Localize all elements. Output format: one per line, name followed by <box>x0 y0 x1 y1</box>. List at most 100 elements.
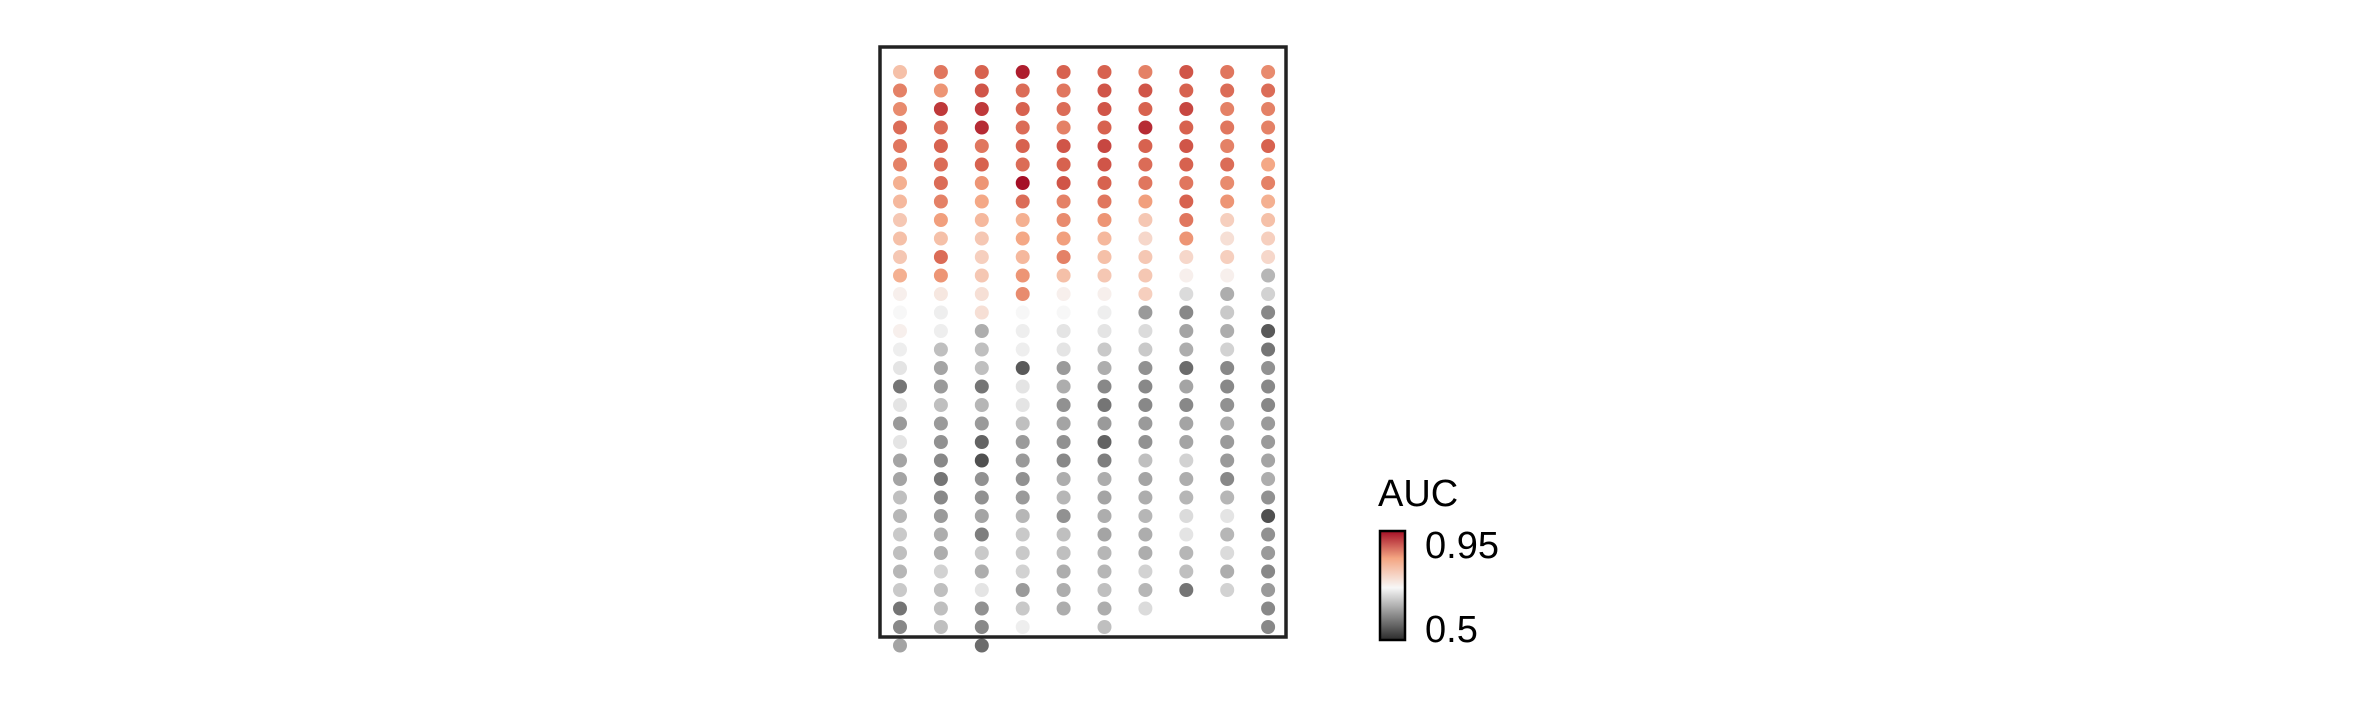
auc-dot <box>1138 120 1153 135</box>
auc-dot <box>933 620 948 634</box>
auc-dot <box>974 546 989 560</box>
auc-dot <box>1220 305 1235 320</box>
auc-dot <box>1056 268 1071 283</box>
auc-dot <box>1097 620 1112 634</box>
auc-dot <box>933 120 948 135</box>
auc-dot <box>1015 176 1030 190</box>
auc-dot <box>1138 268 1153 283</box>
auc-dot <box>1220 546 1235 560</box>
auc-dot <box>974 157 989 172</box>
auc-dot <box>1261 268 1276 283</box>
auc-dot <box>1179 102 1194 116</box>
auc-dot <box>1015 490 1030 505</box>
auc-dot <box>1261 620 1276 634</box>
auc-dot <box>1220 65 1235 79</box>
auc-dot <box>1056 324 1071 338</box>
auc-dot <box>1179 546 1194 560</box>
auc-dot <box>1220 324 1235 338</box>
auc-dot <box>933 194 948 209</box>
auc-dot <box>1220 490 1235 505</box>
auc-dot <box>1138 176 1153 190</box>
auc-dot <box>1097 361 1112 375</box>
auc-dot <box>893 490 907 505</box>
auc-dot <box>1138 472 1153 486</box>
auc-dot <box>1015 546 1030 560</box>
auc-dot <box>893 120 907 135</box>
auc-dot <box>1261 83 1276 98</box>
auc-dot <box>1261 435 1276 449</box>
auc-dot <box>1179 287 1194 301</box>
auc-dot <box>893 620 907 634</box>
auc-dot <box>1097 268 1112 283</box>
auc-dot <box>933 176 948 190</box>
auc-dot <box>1097 601 1112 616</box>
auc-dot <box>1015 305 1030 320</box>
auc-dot <box>1097 176 1112 190</box>
auc-dot <box>893 361 907 375</box>
auc-dot <box>1015 583 1030 597</box>
auc-dot <box>933 416 948 431</box>
auc-dot <box>893 268 907 283</box>
auc-dot <box>1097 120 1112 135</box>
auc-dot <box>1097 509 1112 523</box>
auc-dot <box>974 601 989 616</box>
auc-dot <box>974 490 989 505</box>
auc-dot <box>1220 157 1235 172</box>
auc-dot <box>1220 120 1235 135</box>
auc-dot <box>1056 527 1071 542</box>
auc-dot <box>1015 102 1030 116</box>
auc-dot <box>1015 620 1030 634</box>
auc-dot <box>1261 527 1276 542</box>
auc-dot <box>933 157 948 172</box>
auc-dot <box>974 398 989 412</box>
auc-dot <box>933 83 948 98</box>
auc-dot <box>974 250 989 264</box>
auc-dot <box>893 250 907 264</box>
auc-dot <box>1220 361 1235 375</box>
auc-dot <box>1138 305 1153 320</box>
auc-dot <box>974 638 989 653</box>
auc-dot <box>893 453 907 468</box>
auc-dot <box>1220 102 1235 116</box>
auc-dot <box>1015 250 1030 264</box>
auc-dot <box>893 379 907 394</box>
auc-dot <box>1179 139 1194 153</box>
auc-dot <box>1179 583 1194 597</box>
auc-dot <box>933 231 948 246</box>
auc-dot <box>893 583 907 597</box>
auc-dot <box>893 416 907 431</box>
auc-dot <box>1179 157 1194 172</box>
auc-dot <box>933 435 948 449</box>
auc-dot <box>1056 583 1071 597</box>
auc-dot <box>1015 342 1030 357</box>
auc-dot <box>974 527 989 542</box>
auc-dot <box>1056 435 1071 449</box>
auc-dot <box>974 379 989 394</box>
auc-dot <box>1179 213 1194 227</box>
auc-dot <box>933 509 948 523</box>
auc-dot <box>1220 453 1235 468</box>
auc-dot <box>1056 546 1071 560</box>
auc-dot <box>1220 176 1235 190</box>
auc-dot <box>933 139 948 153</box>
auc-dot <box>1179 435 1194 449</box>
auc-dot <box>1138 379 1153 394</box>
auc-dot <box>1056 472 1071 486</box>
auc-dot <box>1097 472 1112 486</box>
auc-dot <box>933 453 948 468</box>
auc-dot <box>1261 102 1276 116</box>
auc-dot <box>893 287 907 301</box>
auc-dot <box>1015 379 1030 394</box>
auc-dot <box>893 231 907 246</box>
auc-dot <box>1220 213 1235 227</box>
legend-min-label: 0.5 <box>1425 609 1478 651</box>
auc-dot <box>1220 268 1235 283</box>
auc-dot <box>933 361 948 375</box>
auc-dot <box>1097 305 1112 320</box>
auc-dot <box>1138 324 1153 338</box>
auc-dot <box>1138 361 1153 375</box>
color-legend: AUC 0.95 0.5 <box>1378 473 1499 651</box>
auc-dot <box>1138 546 1153 560</box>
auc-dot <box>1179 268 1194 283</box>
auc-dot <box>1261 157 1276 172</box>
